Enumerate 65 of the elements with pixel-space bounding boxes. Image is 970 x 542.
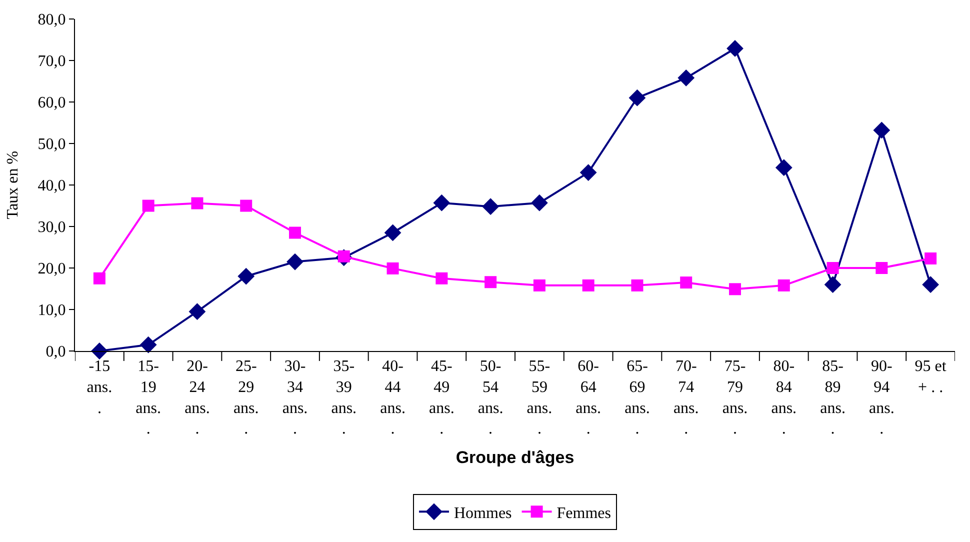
y-tick-label: 70,0	[38, 53, 66, 70]
x-tick-label: 60- 64 ans. .	[576, 358, 601, 438]
x-tick-label: 15- 19 ans. .	[136, 358, 161, 438]
point	[238, 268, 255, 285]
point	[289, 226, 301, 239]
x-tick-label: 65- 69 ans. .	[624, 358, 650, 438]
y-tick-label: 0,0	[46, 344, 66, 361]
x-tick-label: 70- 74 ans. .	[673, 358, 699, 438]
point	[484, 276, 497, 288]
point	[436, 272, 448, 284]
point	[726, 40, 744, 57]
y-tick-label: 40,0	[38, 178, 66, 195]
point	[824, 276, 842, 294]
point	[582, 279, 594, 292]
point	[142, 200, 154, 212]
point	[924, 252, 937, 264]
legend-label: Hommes	[454, 504, 512, 522]
x-tick-label: 20- 24 ans. .	[184, 358, 210, 438]
point	[729, 283, 741, 296]
point	[191, 197, 204, 210]
y-axis-title: Taux en %	[4, 150, 22, 220]
point	[286, 253, 304, 270]
x-tick-label: 45- 49 ans. .	[429, 358, 454, 438]
y-tick-label: 20,0	[38, 260, 66, 278]
point	[386, 262, 399, 274]
point	[876, 262, 888, 274]
x-tick-label: -15 ans. .	[86, 358, 112, 417]
y-tick-label: 80,0	[38, 12, 66, 29]
point	[922, 276, 940, 294]
legend-label: Femmes	[556, 504, 611, 522]
point	[580, 164, 597, 181]
point	[93, 272, 106, 284]
x-tick-label: 40- 44 ans. .	[380, 358, 406, 438]
point	[680, 276, 692, 289]
point	[384, 224, 402, 242]
point	[778, 279, 790, 292]
point	[678, 69, 695, 86]
point	[628, 89, 646, 106]
point	[533, 279, 546, 292]
x-tick-label: 75- 79 ans. .	[722, 358, 748, 438]
x-tick-label: 55- 59 ans. .	[526, 358, 552, 438]
x-tick-label: 80- 84 ans. .	[771, 358, 797, 438]
point	[90, 342, 108, 360]
point	[140, 336, 157, 354]
point	[188, 303, 206, 320]
x-tick-label: 90- 94 ans. .	[869, 358, 894, 438]
x-tick-label: 25- 29 ans. .	[233, 358, 259, 438]
y-tick-label: 50,0	[38, 136, 66, 154]
point	[240, 200, 252, 212]
point	[826, 262, 839, 274]
y-tick-label: 60,0	[38, 94, 66, 112]
point	[482, 198, 500, 216]
x-tick-label: 35- 39 ans. .	[331, 358, 357, 438]
x-tick-label: 85- 89 ans. .	[820, 358, 846, 438]
point	[775, 159, 792, 176]
x-tick-label: 50- 54 ans. .	[478, 358, 504, 438]
y-tick-label: 30,0	[38, 219, 66, 236]
point	[433, 194, 450, 212]
point	[530, 194, 548, 212]
point	[873, 122, 890, 139]
x-axis-title: Groupe d'âges	[456, 448, 574, 467]
point	[631, 279, 644, 292]
x-tick-label: 30- 34 ans. .	[282, 358, 308, 438]
x-tick-label: 95 et + . .	[914, 358, 947, 396]
y-tick-label: 10,0	[38, 302, 66, 320]
